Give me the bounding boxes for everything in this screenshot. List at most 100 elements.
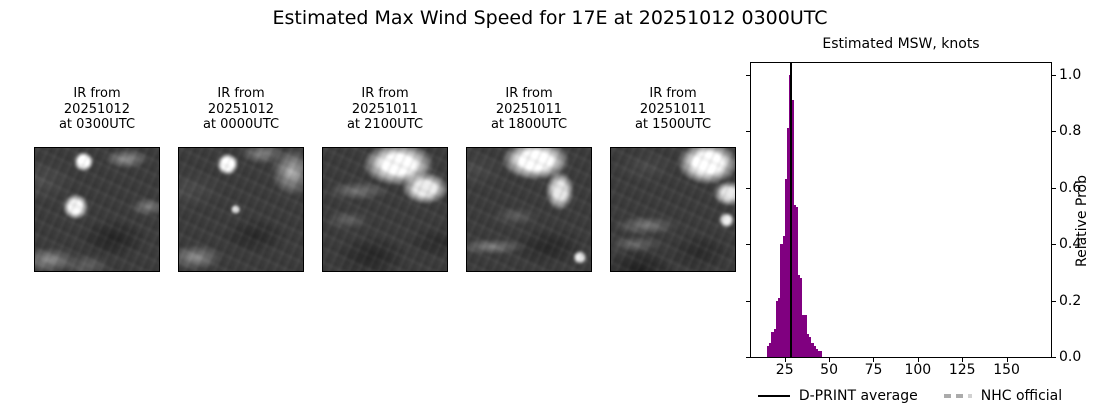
histogram-bar [780,244,783,357]
y-axis-label: Relative Prob [1074,174,1090,268]
x-axis-tick [829,358,831,362]
legend-label-dprint: D-PRINT average [798,388,918,404]
histogram-bar [782,235,785,357]
x-axis-tick [873,358,875,362]
x-axis-tick [1006,358,1008,362]
ir-caption: IR from 20251011 at 2100UTC [322,86,448,133]
y-axis-tick-label: 0.2 [1059,292,1082,309]
ir-satellite-image [610,147,736,272]
y-axis-tick [1052,74,1056,76]
ir-cloud-texture [179,148,303,271]
ir-caption-line: at 0300UTC [58,117,136,132]
dashed-line-icon [943,394,972,398]
histogram-bar [804,314,807,357]
histogram-bar [791,100,794,357]
y-axis-tick [746,300,750,302]
histogram-bar [809,337,812,357]
histogram-bar [813,345,816,357]
ir-caption-line: at 2100UTC [346,117,424,132]
ir-satellite-image [34,147,160,272]
ir-cloud-texture [35,148,159,271]
ir-caption-line: 20251012 [63,101,131,117]
y-axis-tick-label: 0.4 [1059,236,1082,253]
ir-panel: IR from 20251011 at 2100UTC [322,86,448,272]
ir-panel: IR from 20251012 at 0000UTC [178,86,304,272]
legend-item-nhc-official: NHC official [943,388,1063,404]
x-axis-tick-label: 125 [948,362,976,378]
y-axis-tick [1052,357,1056,358]
histogram-bar [820,351,823,357]
solid-line-icon [757,395,790,397]
plot-area [750,62,1052,358]
ir-panel: IR from 20251011 at 1500UTC [610,86,736,272]
ir-caption-line: IR from [217,86,265,101]
histogram-bar [815,348,818,357]
dprint-average-line [790,63,793,357]
x-axis-tick-label: 25 [775,362,794,378]
y-axis-tick [1052,244,1056,246]
histogram-bar [811,342,814,357]
y-axis-tick-label: 0.6 [1059,179,1082,196]
ir-caption-line: 20251011 [639,101,707,117]
y-axis-tick [1052,131,1056,133]
ir-caption-line: at 1500UTC [634,117,712,132]
histogram-bar [800,278,803,357]
y-axis-tick-label: 0.8 [1059,123,1082,140]
ir-caption-line: 20251011 [351,101,419,117]
histogram-bar [795,207,799,357]
histogram-bar [793,204,796,357]
x-axis-tick [962,358,964,362]
histogram-bar [773,328,776,357]
ir-caption-line: IR from [73,86,121,101]
ir-caption-line: IR from [361,86,409,101]
ir-caption: IR from 20251011 at 1800UTC [466,86,592,133]
y-axis-tick-label: 0.0 [1059,349,1082,365]
ir-caption-line: at 0000UTC [202,117,280,132]
ir-caption-line: IR from [505,86,553,101]
histogram-bar [775,300,779,357]
chart-legend: D-PRINT average NHC official [730,386,1090,406]
y-axis-tick-label: 1.0 [1059,66,1082,83]
ir-caption-line: at 1800UTC [490,117,568,132]
y-axis-tick [1052,187,1056,189]
histogram-bar [778,297,781,357]
y-axis-tick [746,187,750,189]
legend-item-dprint-average: D-PRINT average [757,388,918,404]
histogram-bar [769,342,772,357]
ir-satellite-image [178,147,304,272]
histogram-bar [802,314,805,357]
ir-panel: IR from 20251011 at 1800UTC [466,86,592,272]
x-axis-tick-label: 75 [864,362,883,378]
histogram-bar [798,275,801,357]
histogram-bar [786,128,790,357]
ir-caption-line: 20251012 [207,101,275,117]
ir-satellite-image [322,147,448,272]
x-axis-tick-label: 150 [993,362,1020,378]
x-axis-tick [917,358,919,362]
ir-caption-line: 20251011 [495,101,563,117]
histogram-bar [818,351,821,357]
y-axis-tick [746,357,750,358]
figure-title: Estimated Max Wind Speed for 17E at 2025… [272,7,828,29]
ir-caption: IR from 20251012 at 0000UTC [178,86,304,133]
ir-caption: IR from 20251012 at 0300UTC [34,86,160,133]
histogram-bar [771,331,774,357]
histogram-bar [806,334,810,357]
histogram-bar [766,345,770,357]
ir-caption-line: IR from [649,86,697,101]
y-axis-tick [1052,300,1056,302]
ir-cloud-texture [467,148,591,271]
x-axis-tick [784,358,786,362]
y-axis-tick [746,131,750,133]
y-axis-tick [746,244,750,246]
legend-label-nhc: NHC official [980,388,1063,404]
ir-panel: IR from 20251012 at 0300UTC [34,86,160,272]
x-axis-tick-label: 50 [820,362,838,378]
ir-satellite-image [466,147,592,272]
ir-cloud-texture [611,148,735,271]
x-axis-tick-label: 100 [904,362,932,378]
ir-cloud-texture [323,148,447,271]
histogram-bar [784,179,787,357]
chart-title: Estimated MSW, knots [822,36,980,52]
